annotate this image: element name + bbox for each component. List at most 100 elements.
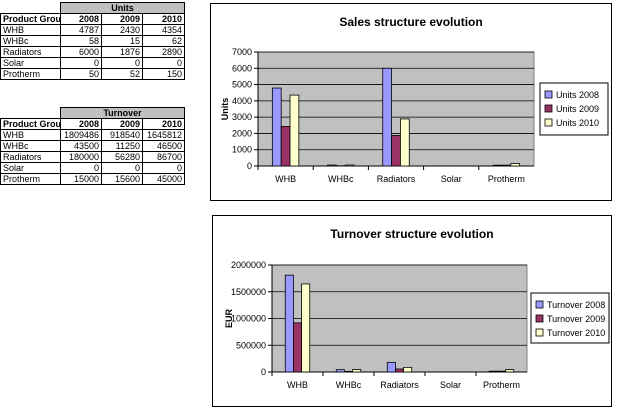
x-tick-label: WHB (287, 380, 308, 390)
table-cell[interactable]: 50 (60, 68, 102, 80)
bar[interactable] (391, 135, 401, 167)
bar[interactable] (352, 369, 362, 373)
table-cell[interactable]: Protherm (0, 68, 61, 80)
table-cell[interactable]: 1645812 (141, 129, 186, 141)
table-cell[interactable]: 62 (141, 35, 186, 47)
turnover-header-cell[interactable]: 2010 (141, 118, 186, 130)
bar[interactable] (327, 164, 337, 167)
table-cell[interactable]: 4354 (141, 24, 186, 36)
turnover-header-cell[interactable]: 2008 (60, 118, 102, 130)
bar[interactable] (382, 67, 392, 167)
bar[interactable] (395, 368, 404, 373)
bar[interactable] (488, 370, 498, 373)
bar[interactable] (289, 94, 300, 167)
y-tick-label: 2000 (232, 128, 252, 138)
table-cell[interactable]: 46500 (141, 140, 186, 152)
table-cell[interactable]: 2430 (101, 24, 143, 36)
bar[interactable] (280, 126, 291, 167)
bar[interactable] (301, 283, 311, 373)
table-cell[interactable]: Radiators (0, 151, 61, 163)
table-cell[interactable]: 918540 (101, 129, 143, 141)
units-header-cell[interactable]: 2010 (141, 13, 186, 25)
table-cell[interactable]: Radiators (0, 46, 61, 58)
table-cell[interactable]: 0 (101, 162, 143, 174)
units-header-cell[interactable]: 2008 (60, 13, 102, 25)
y-tick-label: 4000 (232, 96, 252, 106)
bar[interactable] (293, 322, 302, 373)
table-row: Solar 0 0 0 (0, 162, 186, 174)
x-tick-label: Solar (441, 174, 462, 184)
table-cell[interactable]: 4787 (60, 24, 102, 36)
legend (530, 292, 610, 344)
table-cell[interactable]: Solar (0, 57, 61, 69)
legend-swatch (544, 90, 553, 99)
table-cell[interactable]: WHBc (0, 35, 61, 47)
x-tick-label: Radiators (377, 174, 416, 184)
bar[interactable] (335, 369, 345, 373)
bar[interactable] (492, 164, 503, 167)
turnover-table: Turnover Product Group 2008 2009 2010 WH… (0, 107, 186, 185)
turnover-chart[interactable]: Turnover structure evolution 0 500000 1000… (212, 215, 612, 407)
table-cell[interactable]: 86700 (141, 151, 186, 163)
table-cell[interactable]: 0 (141, 57, 186, 69)
table-row: Protherm 15000 15600 45000 (0, 173, 186, 185)
table-cell[interactable]: 58 (60, 35, 102, 47)
units-title[interactable]: Units (59, 2, 186, 14)
y-tick-label: 3000 (232, 112, 252, 122)
bar[interactable] (344, 164, 355, 167)
table-cell[interactable]: 43500 (60, 140, 102, 152)
table-cell[interactable]: 2890 (141, 46, 186, 58)
table-cell[interactable]: 11250 (101, 140, 143, 152)
bar[interactable] (501, 164, 512, 167)
turnover-header-cell[interactable]: 2009 (101, 118, 143, 130)
table-cell[interactable]: 0 (101, 57, 143, 69)
bar[interactable] (510, 163, 521, 167)
bar[interactable] (497, 370, 506, 373)
table-cell[interactable]: 45000 (141, 173, 186, 185)
table-cell[interactable]: WHBc (0, 140, 61, 152)
table-cell[interactable]: 15 (101, 35, 143, 47)
table-row: WHBc 43500 11250 46500 (0, 140, 186, 152)
table-cell[interactable]: 0 (60, 162, 102, 174)
bar[interactable] (403, 366, 413, 373)
table-cell[interactable]: 15600 (101, 173, 143, 185)
legend-label: Units 2010 (556, 118, 599, 128)
bar[interactable] (386, 361, 396, 373)
y-tick-label: 1000000 (231, 314, 266, 324)
table-cell[interactable]: WHB (0, 24, 61, 36)
table-cell[interactable]: 0 (60, 57, 102, 69)
table-cell[interactable]: 0 (141, 162, 186, 174)
table-cell[interactable]: 52 (101, 68, 143, 80)
table-cell[interactable]: 6000 (60, 46, 102, 58)
table-cell[interactable]: 1876 (101, 46, 143, 58)
bar[interactable] (344, 370, 353, 373)
bar[interactable] (271, 87, 282, 167)
turnover-header-cell[interactable]: Product Group (0, 118, 61, 130)
units-header-cell[interactable]: Product Group (0, 13, 61, 25)
table-cell[interactable]: 180000 (60, 151, 102, 163)
bar[interactable] (284, 274, 294, 373)
turnover-header-row: Product Group 2008 2009 2010 (0, 118, 186, 130)
table-cell[interactable]: 1809486 (60, 129, 102, 141)
table-cell[interactable]: 150 (141, 68, 186, 80)
x-tick-label: Protherm (488, 174, 525, 184)
table-row: Radiators 180000 56280 86700 (0, 151, 186, 163)
legend-label: Units 2008 (556, 90, 599, 100)
bar[interactable] (505, 369, 515, 373)
table-cell[interactable]: Solar (0, 162, 61, 174)
turnover-title[interactable]: Turnover (59, 107, 186, 119)
bar[interactable] (400, 118, 410, 167)
y-tick-label: 7000 (232, 47, 252, 57)
table-cell[interactable]: WHB (0, 129, 61, 141)
units-header-row: Product Group 2008 2009 2010 (0, 13, 186, 25)
legend-swatch (544, 118, 553, 127)
sales-chart[interactable]: Sales structure evolution 0 1000 2000 3000 4… (210, 3, 612, 201)
table-cell[interactable]: 56280 (101, 151, 143, 163)
turnover-corner (1, 108, 61, 119)
y-axis-label: Units (220, 98, 230, 121)
x-tick-label: WHBc (336, 380, 362, 390)
table-cell[interactable]: Protherm (0, 173, 61, 185)
y-axis-label: EUR (224, 309, 234, 329)
table-cell[interactable]: 15000 (60, 173, 102, 185)
units-header-cell[interactable]: 2009 (101, 13, 143, 25)
